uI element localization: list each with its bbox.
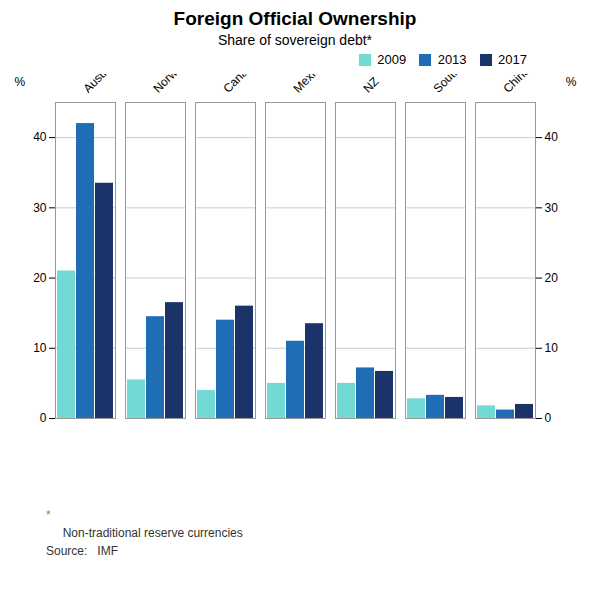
- svg-text:South Korea: South Korea: [430, 74, 487, 96]
- html-text:2013: 2013: [437, 52, 467, 68]
- svg-text:%: %: [566, 75, 577, 89]
- html-text:Non-traditional reserve curren: Non-traditional reserve currencies: [46, 526, 243, 540]
- html-text:2009: 2009: [377, 52, 407, 68]
- svg-text:Norway: Norway: [150, 74, 189, 96]
- svg-text:0: 0: [545, 411, 552, 425]
- svg-text:10: 10: [33, 341, 47, 355]
- svg-text:40: 40: [545, 130, 559, 144]
- svg-text:Mexico: Mexico: [290, 74, 327, 96]
- svg-text:0: 0: [40, 411, 47, 425]
- svg-text:%: %: [15, 75, 26, 89]
- html-text:2017: 2017: [498, 52, 527, 68]
- svg-text:30: 30: [545, 201, 559, 215]
- svg-text:30: 30: [33, 201, 47, 215]
- svg-text:10: 10: [545, 341, 559, 355]
- html-text:Share of sovereign debt*: Share of sovereign debt*: [217, 32, 372, 48]
- svg-text:20: 20: [33, 271, 47, 285]
- html-text:Source: IMF: Source: IMF: [46, 544, 118, 558]
- svg-text:Australia: Australia: [80, 74, 123, 96]
- html-text:Foreign Official Ownership: Foreign Official Ownership: [173, 8, 417, 29]
- svg-text:20: 20: [545, 271, 559, 285]
- svg-text:40: 40: [33, 130, 47, 144]
- svg-text:China: China: [500, 74, 532, 96]
- svg-text:Canada: Canada: [220, 74, 260, 96]
- svg-text:NZ: NZ: [360, 74, 381, 95]
